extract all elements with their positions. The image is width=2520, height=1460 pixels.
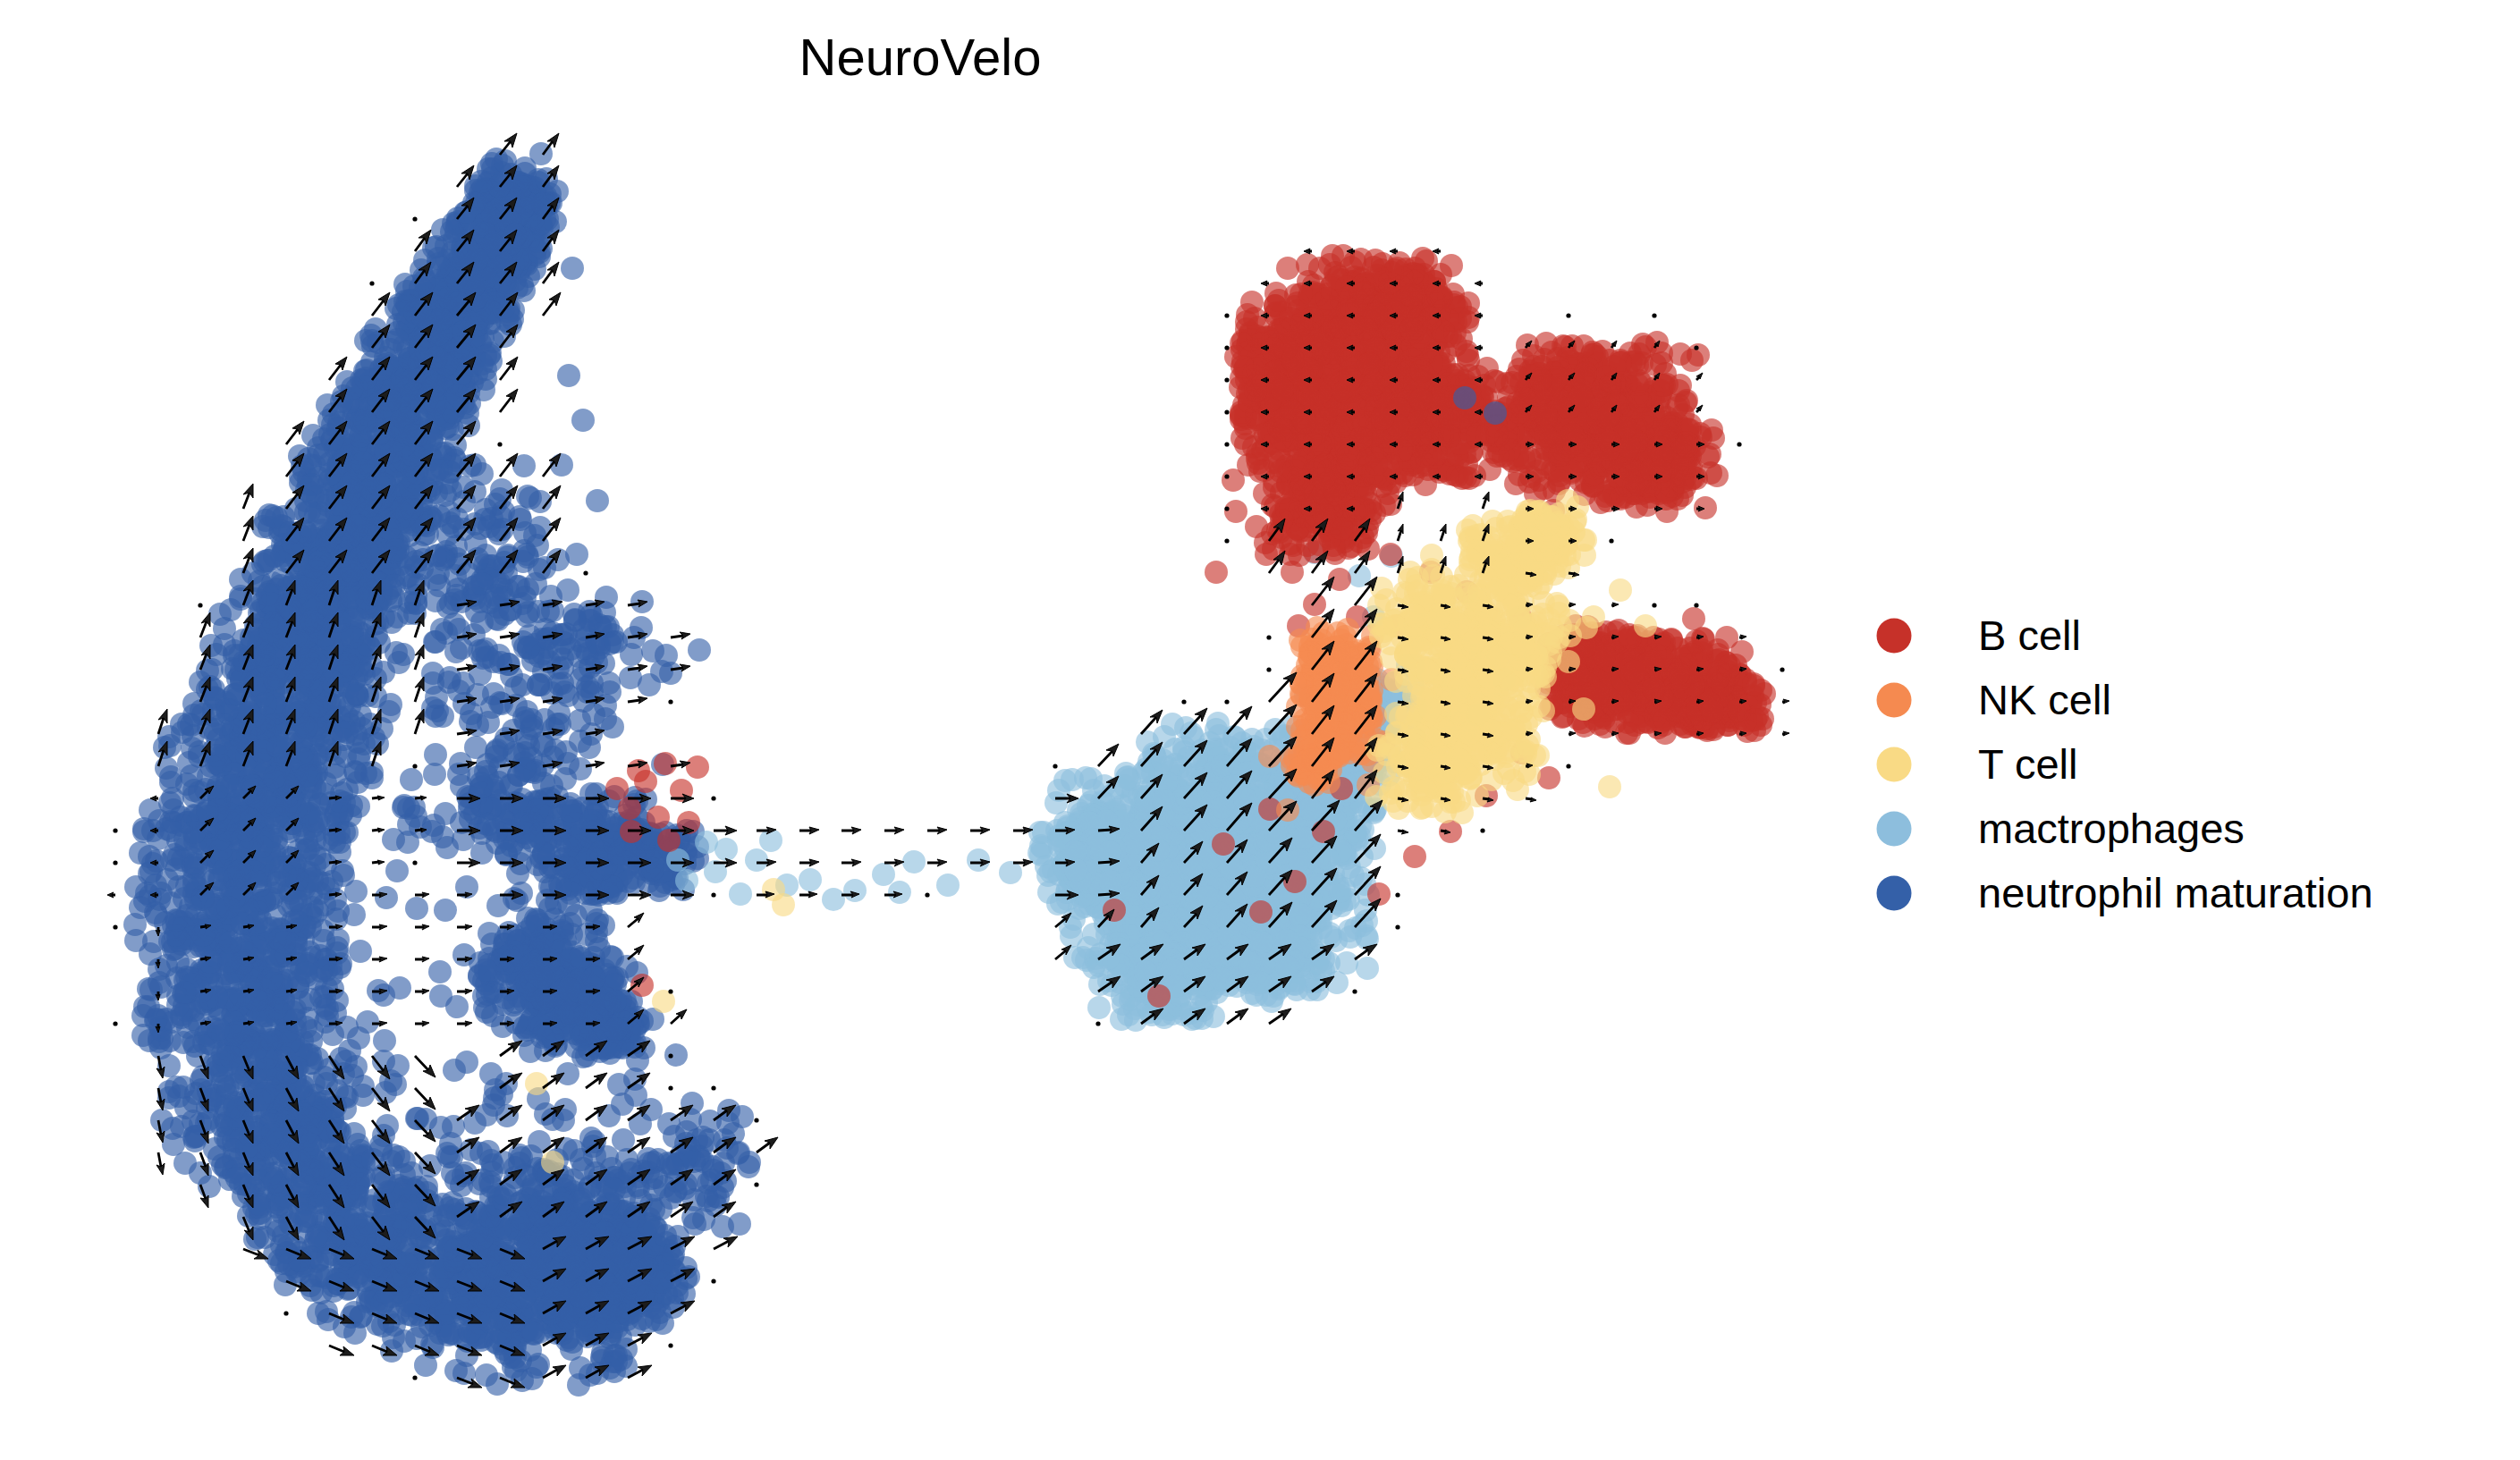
svg-text:mactrophages: mactrophages <box>1978 805 2245 852</box>
svg-text:neutrophil maturation: neutrophil maturation <box>1978 869 2373 916</box>
svg-text:T cell: T cell <box>1978 740 2077 788</box>
svg-text:NK cell: NK cell <box>1978 676 2111 723</box>
svg-text:NeuroVelo: NeuroVelo <box>799 28 1042 86</box>
svg-text:B cell: B cell <box>1978 612 2081 659</box>
